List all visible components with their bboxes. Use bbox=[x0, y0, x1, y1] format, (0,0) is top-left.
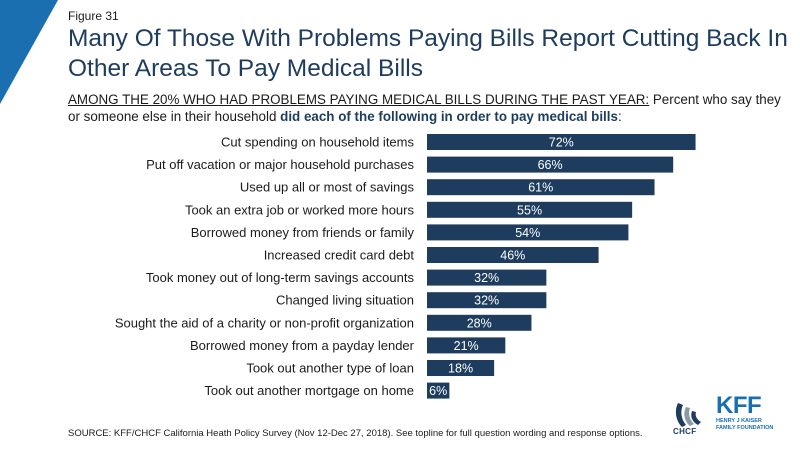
bar bbox=[427, 224, 629, 241]
source-note: SOURCE: KFF/CHCF California Heath Policy… bbox=[68, 428, 643, 439]
category-label: Cut spending on household items bbox=[221, 135, 414, 150]
bar bbox=[427, 292, 547, 309]
kff-logo-word: KFF bbox=[716, 392, 762, 419]
subtitle-text: Percent who say they or someone else in … bbox=[68, 92, 781, 124]
data-label: 46% bbox=[500, 249, 525, 263]
bar bbox=[427, 201, 633, 218]
corner-accent-triangle bbox=[0, 0, 58, 104]
bar bbox=[427, 360, 495, 376]
category-label: Took out another mortgage on home bbox=[204, 383, 414, 398]
bar bbox=[427, 269, 547, 286]
kff-logo: KFF HENRY J KAISER FAMILY FOUNDATION bbox=[716, 394, 776, 440]
category-label: Borrowed money from a payday lender bbox=[190, 338, 415, 353]
category-label: Used up all or most of savings bbox=[240, 180, 415, 195]
category-label: Borrowed money from friends or family bbox=[191, 225, 415, 240]
data-label: 18% bbox=[448, 362, 473, 376]
category-label: Put off vacation or major household purc… bbox=[146, 157, 414, 172]
category-label: Took an extra job or worked more hours bbox=[185, 202, 415, 217]
data-label: 66% bbox=[538, 158, 563, 172]
bar bbox=[427, 134, 696, 150]
category-label: Took out another type of loan bbox=[246, 361, 414, 376]
chcf-logo-text: CHCF bbox=[673, 427, 697, 436]
bar bbox=[427, 382, 450, 399]
subtitle-population: AMONG THE 20% WHO HAD PROBLEMS PAYING ME… bbox=[68, 92, 650, 107]
data-label: 32% bbox=[474, 271, 499, 285]
data-label: 28% bbox=[467, 316, 492, 330]
data-label: 32% bbox=[474, 294, 499, 308]
bar bbox=[427, 337, 506, 354]
chcf-logo-icon bbox=[675, 403, 701, 427]
figure-label: Figure 31 bbox=[68, 9, 119, 23]
data-label: 21% bbox=[454, 339, 479, 353]
subtitle-end: : bbox=[617, 109, 622, 124]
kff-logo-sub2: FAMILY FOUNDATION bbox=[716, 424, 774, 431]
category-label: Sought the aid of a charity or non-profi… bbox=[115, 315, 414, 330]
bar bbox=[427, 247, 599, 263]
bar bbox=[427, 156, 674, 173]
data-label: 55% bbox=[517, 203, 542, 217]
data-label: 72% bbox=[549, 136, 574, 150]
data-label: 61% bbox=[528, 181, 553, 195]
category-label: Changed living situation bbox=[276, 293, 414, 308]
chart-title: Many Of Those With Problems Paying Bills… bbox=[68, 25, 788, 82]
bar bbox=[427, 314, 532, 331]
chart-subtitle: AMONG THE 20% WHO HAD PROBLEMS PAYING ME… bbox=[68, 91, 788, 125]
data-label: 54% bbox=[515, 226, 540, 240]
data-label: 6% bbox=[429, 384, 447, 398]
category-label: Increased credit card debt bbox=[264, 248, 415, 263]
bar bbox=[427, 179, 655, 196]
bar-chart: Cut spending on household items 72% Put of… bbox=[115, 134, 696, 399]
kff-logo-sub1: HENRY J KAISER bbox=[716, 418, 762, 424]
subtitle-emphasis: did each of the following in order to pa… bbox=[280, 109, 618, 124]
category-label: Took money out of long-term savings acco… bbox=[146, 270, 415, 285]
